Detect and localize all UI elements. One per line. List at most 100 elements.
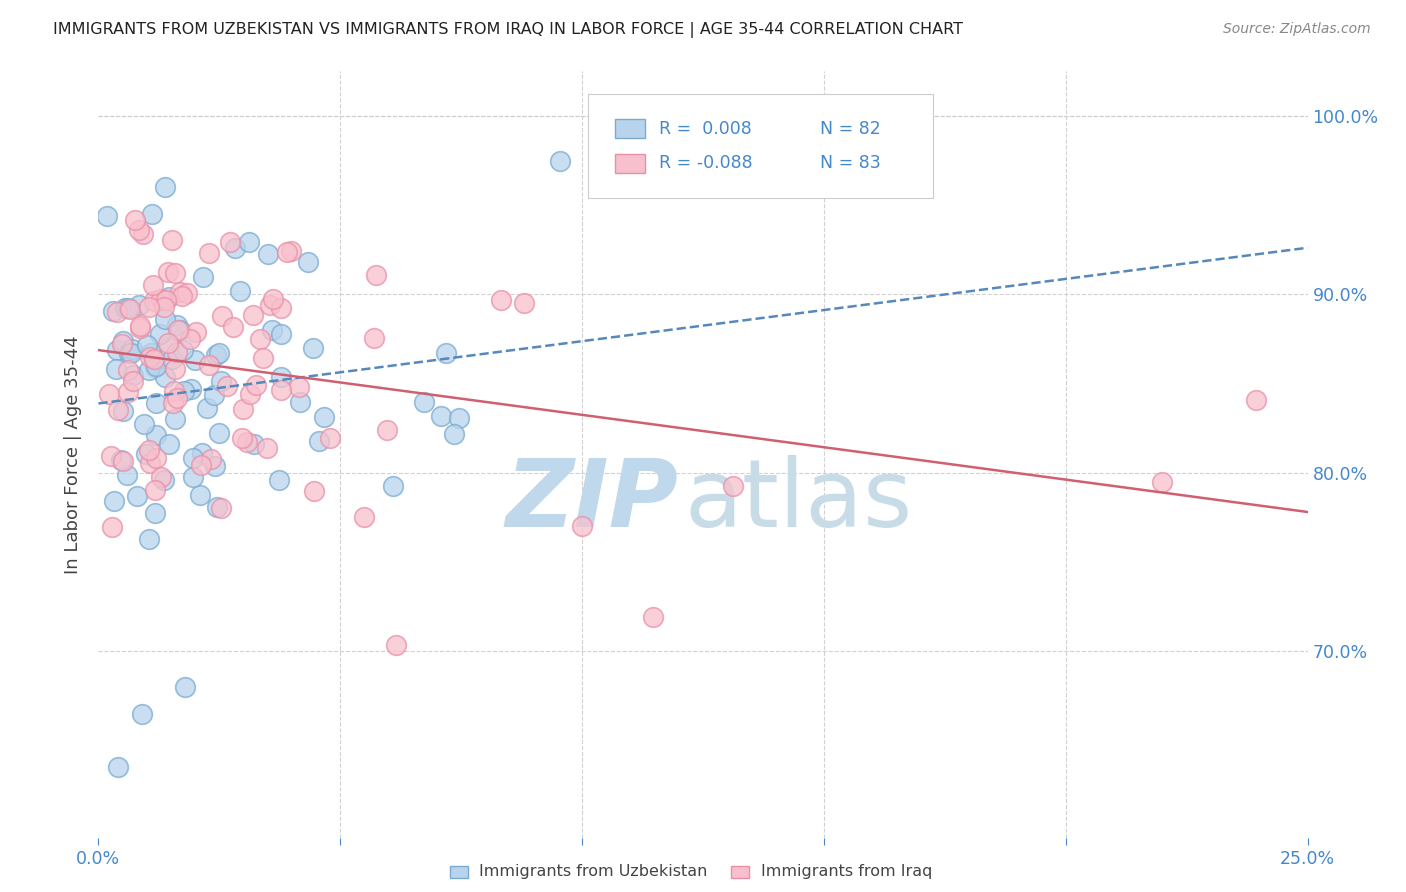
Point <box>135 447 157 461</box>
Point <box>179 333 201 347</box>
Point <box>138 363 160 377</box>
Point <box>434 346 457 360</box>
Point <box>204 458 226 473</box>
Point <box>198 359 221 373</box>
Point <box>270 384 292 398</box>
Point <box>157 265 180 279</box>
Point <box>139 351 162 365</box>
Text: Immigrants from Uzbekistan: Immigrants from Uzbekistan <box>479 864 707 879</box>
Point <box>288 394 311 409</box>
Point <box>156 335 179 350</box>
Text: N = 82: N = 82 <box>820 120 882 138</box>
Point <box>118 346 141 360</box>
Point <box>287 380 309 394</box>
Point <box>269 473 291 487</box>
Point <box>105 362 128 376</box>
Point <box>128 223 150 237</box>
Text: Source: ZipAtlas.com: Source: ZipAtlas.com <box>1223 22 1371 37</box>
Point <box>143 483 166 497</box>
Point <box>165 266 187 280</box>
Point <box>259 298 281 312</box>
Point <box>232 402 254 417</box>
Point <box>107 403 129 417</box>
Point <box>160 352 183 367</box>
Point <box>211 309 233 323</box>
Point <box>145 428 167 442</box>
Point <box>153 474 176 488</box>
Point <box>204 348 226 362</box>
Point <box>413 395 436 409</box>
Point <box>270 326 292 341</box>
Point <box>262 323 284 337</box>
Point <box>155 370 177 384</box>
Point <box>138 301 160 315</box>
Point <box>153 180 176 194</box>
Point <box>122 368 145 382</box>
Point <box>145 359 167 374</box>
Point <box>157 340 180 354</box>
Point <box>721 479 744 493</box>
Point <box>249 332 271 346</box>
Point <box>143 352 166 367</box>
Point <box>229 285 252 299</box>
Point <box>170 289 193 303</box>
Point <box>100 519 122 533</box>
Point <box>132 227 155 242</box>
Point <box>205 500 228 515</box>
Point <box>139 345 162 359</box>
Point <box>548 154 571 169</box>
Point <box>153 300 176 314</box>
Point <box>304 483 326 498</box>
Point <box>166 318 188 332</box>
FancyBboxPatch shape <box>588 95 932 198</box>
Point <box>117 362 139 376</box>
Point <box>208 425 231 440</box>
Point <box>191 445 214 459</box>
Point <box>256 247 278 261</box>
Point <box>163 362 186 376</box>
Point <box>138 442 160 457</box>
Point <box>124 212 146 227</box>
Point <box>121 343 143 357</box>
Point <box>145 396 167 410</box>
Text: atlas: atlas <box>685 455 912 547</box>
Point <box>145 359 167 374</box>
Point <box>142 293 165 308</box>
Point <box>190 458 212 473</box>
Point <box>149 470 172 484</box>
Point <box>159 436 181 450</box>
Point <box>202 387 225 401</box>
Point <box>100 449 122 463</box>
Point <box>239 386 262 401</box>
Point <box>105 305 128 319</box>
Point <box>157 289 180 303</box>
Point <box>103 304 125 318</box>
Point <box>111 334 134 348</box>
Point <box>513 296 536 310</box>
Point <box>169 285 191 299</box>
Point <box>153 311 176 326</box>
Point <box>121 374 143 388</box>
Point <box>280 244 302 258</box>
Point <box>353 510 375 524</box>
Point <box>375 423 398 437</box>
Text: R =  0.008: R = 0.008 <box>659 120 752 138</box>
Point <box>111 337 134 351</box>
Text: R = -0.088: R = -0.088 <box>659 154 754 172</box>
Point <box>169 323 191 337</box>
Point <box>180 382 202 396</box>
Point <box>312 409 335 424</box>
Point <box>166 345 188 359</box>
Point <box>641 610 664 624</box>
Point <box>256 441 278 455</box>
Point <box>382 479 405 493</box>
Point <box>443 427 465 442</box>
Point <box>489 293 512 308</box>
Point <box>270 301 292 315</box>
Point <box>297 255 319 269</box>
Point <box>235 435 257 450</box>
Point <box>141 277 163 292</box>
Point <box>138 533 160 547</box>
Point <box>125 489 148 503</box>
Point <box>149 293 172 307</box>
